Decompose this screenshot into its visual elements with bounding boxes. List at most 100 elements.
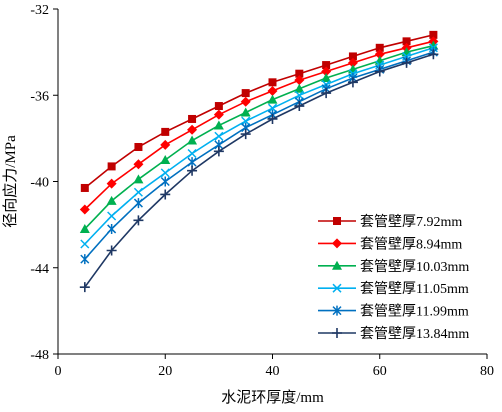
data-point [160,189,171,200]
x-tick-label: 80 [480,364,494,379]
data-point [106,195,117,205]
data-point [348,52,357,61]
legend-swatch-marker [332,305,342,316]
data-point [240,107,251,117]
data-point [213,109,224,120]
data-point [347,57,358,68]
x-tick-label: 20 [158,364,172,379]
series-line [84,34,434,189]
legend-item: 套管壁厚10.03mm [318,259,469,275]
y-tick-label: -40 [30,176,49,191]
legend-swatch-marker [332,283,342,293]
data-point [213,120,224,130]
series-line [84,47,434,245]
data-point [107,211,117,221]
data-point [106,245,117,256]
data-point [401,57,412,68]
data-point [321,66,332,77]
data-point [80,183,89,192]
x-tick-label: 60 [373,364,387,379]
x-tick-label: 40 [266,364,280,379]
series-2 [79,36,439,215]
legend: 套管壁厚7.92mm 套管壁厚8.94mm 套管壁厚10.03mm 套管壁厚11.05… [318,214,469,342]
data-point [133,159,144,170]
y-axis-ticks: -32 -36 -40 -44 -48 [30,3,58,363]
data-point [429,30,438,39]
series-5 [80,47,438,265]
data-point [187,135,198,145]
y-tick-label: -32 [30,3,49,18]
data-point [187,148,197,158]
y-tick-label: -48 [30,348,49,363]
legend-item: 套管壁厚8.94mm [318,236,462,252]
data-point [134,143,143,151]
data-point [160,176,170,187]
series-layer [79,30,439,293]
series-line [84,44,434,230]
data-point [79,282,90,293]
data-point [214,131,224,141]
series-line [84,40,434,211]
data-point [80,254,90,265]
data-point [107,162,116,171]
data-point [294,75,305,86]
data-point [294,90,304,100]
data-point [267,85,278,96]
legend-swatch-marker [332,328,342,338]
series-1 [80,30,438,192]
data-point [160,168,170,178]
data-point [240,129,251,140]
data-point [133,174,144,184]
legend-swatch-marker [332,260,342,270]
legend-swatch-marker [333,217,341,225]
data-point [241,89,250,98]
legend-label: 套管壁厚13.84mm [360,326,469,342]
legend-swatch-marker [332,238,342,249]
legend-label: 套管壁厚7.92mm [360,214,462,230]
legend-label: 套管壁厚11.99mm [360,304,469,320]
data-point [213,146,224,157]
data-point [161,127,170,136]
data-point [188,114,197,123]
y-tick-label: -36 [30,89,49,104]
data-point [347,77,358,88]
y-tick-label: -44 [30,262,49,277]
data-point [267,113,278,124]
data-point [321,88,332,99]
data-point [79,223,90,233]
data-point [322,61,331,70]
x-tick-label: 0 [55,364,62,379]
data-point [374,49,385,60]
legend-item: 套管壁厚11.05mm [318,281,469,297]
series-line [84,53,434,288]
data-point [428,40,439,50]
series-6 [79,49,439,293]
data-point [79,204,90,215]
legend-label: 套管壁厚11.05mm [360,281,469,297]
data-point [294,83,305,93]
data-point [374,66,385,77]
legend-item: 套管壁厚7.92mm [318,214,462,230]
series-3 [79,40,439,233]
data-point [267,103,278,113]
data-point [241,116,251,126]
data-point [133,215,144,226]
plot-area: 0 20 40 60 80 -32 -36 -40 -44 -48 [30,3,494,379]
data-point [80,239,90,249]
x-axis-ticks: 0 20 40 60 80 [55,354,494,379]
data-point [214,102,223,111]
data-point [133,198,143,209]
data-point [267,94,278,104]
data-point [187,124,198,135]
data-point [187,165,198,176]
data-point [106,178,117,189]
data-point [160,139,171,150]
data-point [107,223,117,234]
data-point [187,157,197,168]
data-point [375,43,384,52]
data-point [268,78,277,87]
data-point [402,37,411,46]
y-axis-title: 径向应力/MPa [1,135,19,228]
data-point [428,49,439,60]
